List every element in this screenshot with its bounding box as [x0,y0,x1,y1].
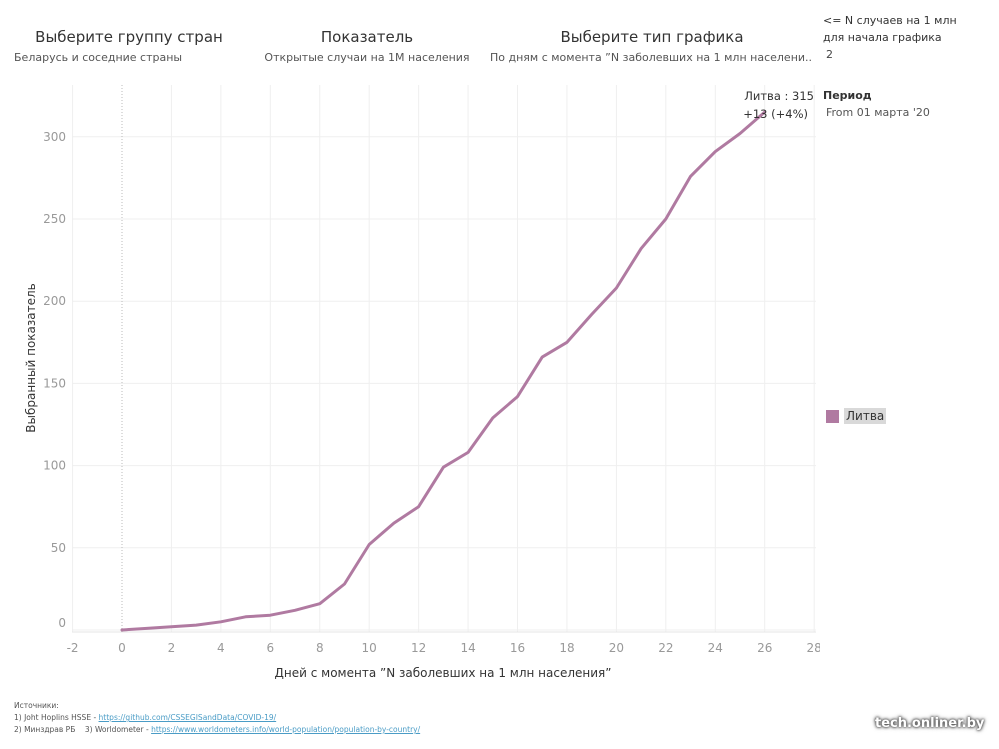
x-tick-label: 8 [316,641,324,655]
n-threshold-title-line2: для начала графика [823,31,942,44]
series-line-lithuania [120,110,767,632]
x-axis-ticks: -2 0 2 4 6 8 10 12 14 16 18 20 22 24 26 28 [67,641,820,655]
y-tick-label: 250 [43,212,66,226]
y-axis-label: Выбранный показатель [24,283,38,433]
sources-block: Источники: 1) Joht Hoplins HSSE - https:… [14,700,420,736]
period-title: Период [823,89,872,102]
tooltip-line2: +13 (+4%) [743,107,808,121]
y-axis-ticks: 0 50 100 150 200 250 300 [43,130,66,630]
y-tick-label: 100 [43,459,66,473]
x-tick-label: 10 [362,641,377,655]
x-tick-label: 0 [118,641,126,655]
x-tick-label: 16 [510,641,525,655]
series-group [120,110,767,632]
chart-type-filter[interactable]: Выберите тип графика По дням с момента ”… [488,28,816,64]
country-group-filter[interactable]: Выберите группу стран Беларусь и соседни… [0,28,258,64]
tooltip-line1: Литва : 315 [744,89,814,103]
y-tick-label: 150 [43,376,66,390]
source-2-text: 2) Минздрав РБ 3) Worldometer - [14,725,152,734]
x-tick-label: 28 [807,641,820,655]
n-threshold-parameter[interactable]: <= N случаев на 1 млн для начала графика… [823,12,957,63]
y-tick-label: 300 [43,130,66,144]
y-tick-label: 0 [58,616,66,630]
source-2-link[interactable]: https://www.worldometers.info/world-popu… [151,725,421,734]
x-tick-label: 18 [559,641,574,655]
legend-swatch [826,409,839,423]
period-parameter[interactable]: Период From 01 марта '20 [823,87,930,121]
x-tick-label: 12 [411,641,426,655]
x-tick-label: 24 [708,641,723,655]
source-1-text: 1) Joht Hoplins HSSE - [14,713,99,722]
x-tick-label: -2 [67,641,79,655]
chart-type-filter-title: Выберите тип графика [560,28,744,46]
metric-filter[interactable]: Показатель Открытые случаи на 1М населен… [256,28,478,64]
country-group-filter-value[interactable]: Беларусь и соседние страны [14,51,183,64]
legend-item-lithuania[interactable]: Литва [826,408,887,424]
x-tick-label: 20 [609,641,624,655]
metric-filter-title: Показатель [320,28,414,46]
grid-lines [72,85,816,633]
x-tick-label: 2 [168,641,176,655]
source-1-link[interactable]: https://github.com/CSSEGISandData/COVID-… [98,713,277,722]
n-threshold-value[interactable]: 2 [826,48,833,61]
y-tick-label: 50 [51,541,66,555]
period-value[interactable]: From 01 марта '20 [826,106,930,119]
x-tick-label: 26 [757,641,772,655]
legend-label: Литва [844,408,887,424]
x-tick-label: 4 [217,641,225,655]
country-group-filter-title: Выберите группу стран [35,28,223,46]
chart-type-filter-value[interactable]: По дням с момента ”N заболевших на 1 млн… [490,51,813,64]
metric-filter-value[interactable]: Открытые случаи на 1М населения [264,51,470,64]
x-axis-label: Дней с момента ”N заболевших на 1 млн на… [275,666,612,680]
sources-title: Источники: [14,701,59,710]
x-tick-label: 6 [266,641,274,655]
n-threshold-title-line1: <= N случаев на 1 млн [823,14,957,27]
y-tick-label: 200 [43,294,66,308]
x-tick-label: 22 [658,641,673,655]
watermark: tech.onliner.by [875,716,985,731]
x-tick-label: 14 [460,641,475,655]
